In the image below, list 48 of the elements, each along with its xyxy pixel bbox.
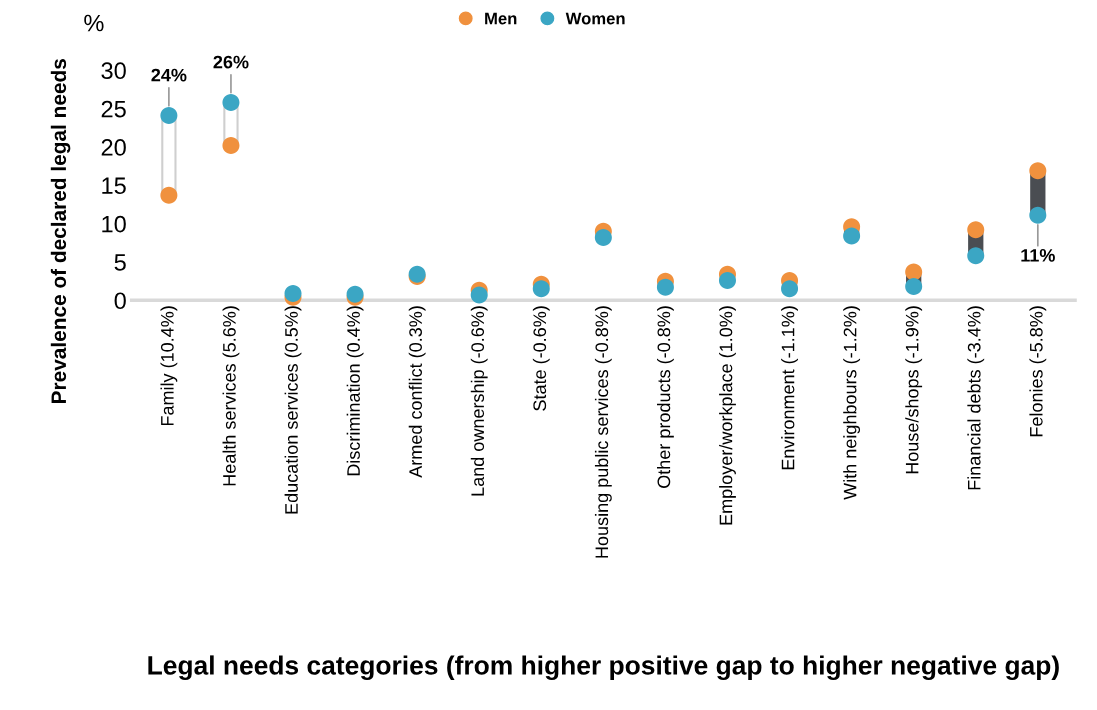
x-tick-label: Land ownership (-0.6%) [470,306,488,496]
point [967,221,985,239]
legend-label: Men [485,12,517,25]
point [284,284,302,302]
x-tick-label: Financial debts (-3.4%) [967,306,985,490]
x-tick-label: Environment (-1.1%) [781,306,798,470]
point [1029,162,1047,180]
point [222,136,240,154]
x-tick-label: State (-0.6%) [532,306,550,411]
point [781,280,799,298]
y-tick-label: 15 [102,177,126,195]
x-tick-label: Health services (5.6%) [222,306,240,486]
x-tick-label: House/shops (-1.9%) [905,306,923,474]
point [1029,206,1047,224]
y-tick-label: 10 [102,215,126,233]
point [594,228,612,246]
x-tick-label: Discrimination (0.4%) [346,306,364,476]
x-tick-label: Employer/workplace (1.0%) [719,306,736,525]
x-tick-label: With neighbours (-1.2%) [843,306,861,500]
point [222,93,240,111]
y-tick-label: 0 [114,292,126,310]
y-tick-label: 30 [101,62,126,80]
x-tick-label: Family (10.4%) [160,306,178,426]
point [160,107,178,125]
y-tick-label: 5 [114,254,126,271]
point [905,263,923,281]
data-label: 26% [213,55,249,69]
x-tick-label: Other products (-0.8%) [657,306,674,488]
y-tick-label: 20 [101,139,126,156]
point [718,271,736,289]
point [843,227,861,245]
text: % [84,14,104,32]
point [905,278,923,296]
point [532,280,550,298]
x-tick-label: Education services (0.5%) [284,306,302,514]
data-label: 11% [1021,248,1055,262]
x-tick-label: Felonies (-5.8%) [1029,306,1047,437]
x-tick-label: Housing public services (-0.8%) [594,306,612,558]
y-axis-title: Prevalence of declared legal needs [50,59,71,404]
x-tick-label: Armed conflict (0.3%) [408,306,426,478]
y-tick-label: 25 [101,100,126,118]
data-label: 24% [151,68,187,82]
point [967,247,985,265]
point [470,286,488,304]
point [160,186,178,204]
x-axis-title: Legal needs categories (from higher positive gap to higher negative gap) [148,655,1059,681]
legend-label: Women [565,12,625,25]
point [656,278,674,296]
